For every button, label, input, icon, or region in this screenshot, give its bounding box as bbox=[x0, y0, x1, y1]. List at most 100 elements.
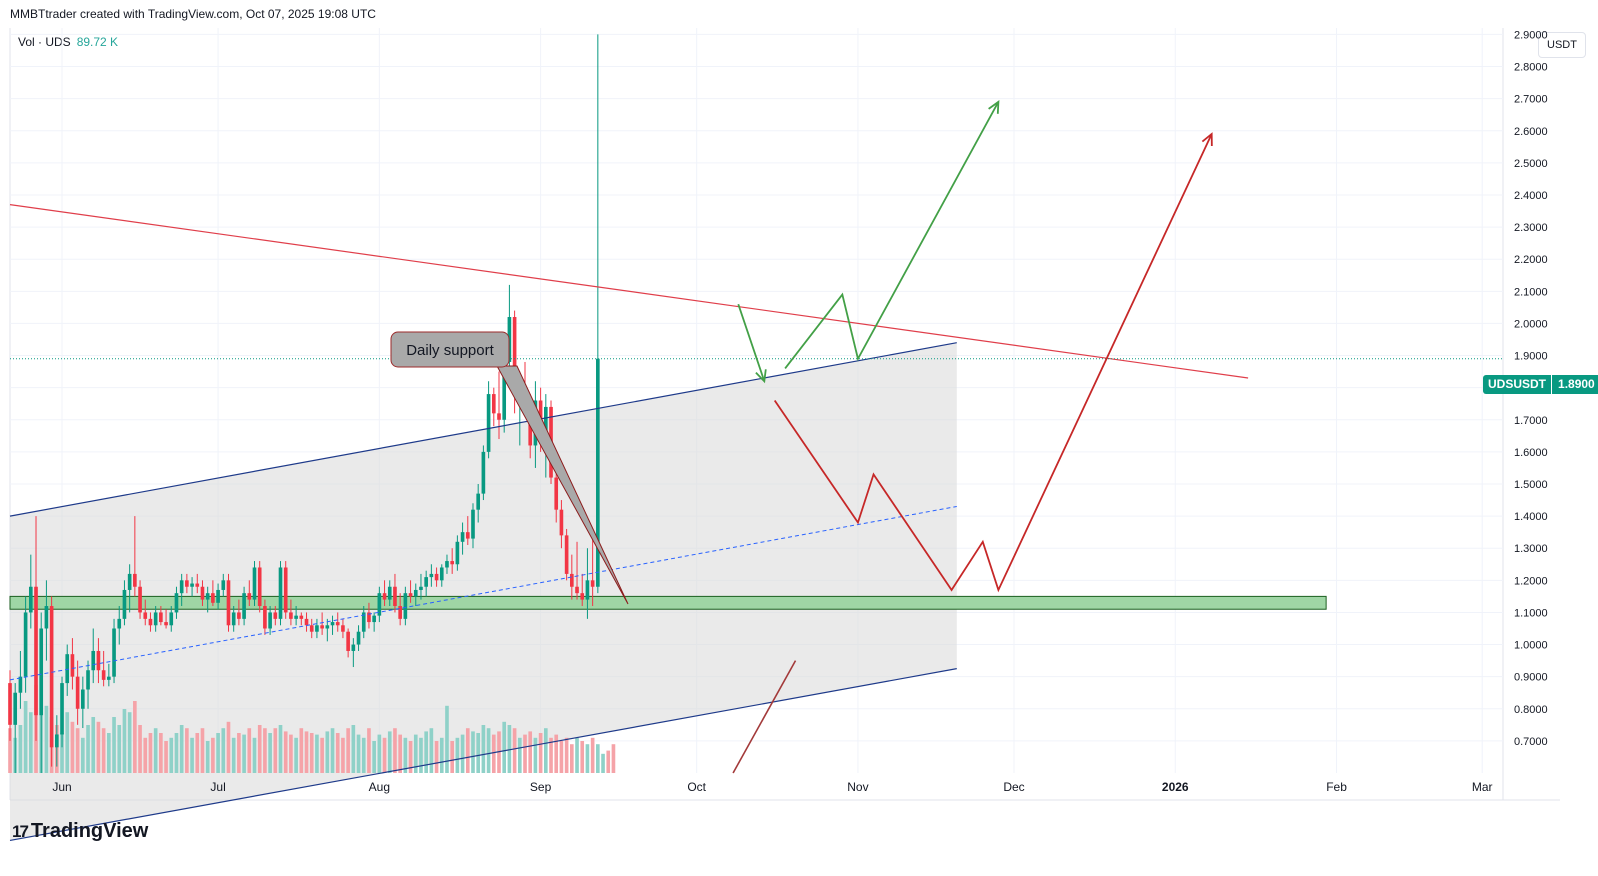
green-arrow-down bbox=[737, 303, 766, 382]
candle-body bbox=[393, 586, 397, 607]
time-tick-label: Sep bbox=[530, 780, 552, 794]
volume-bar bbox=[23, 701, 28, 773]
volume-bar bbox=[564, 737, 569, 773]
candle-body bbox=[429, 573, 434, 578]
channel-lower-line bbox=[9, 668, 957, 842]
price-axis[interactable]: 0.7000 0.8000 0.9000 1.0000 1.1000 1.2000 1.30… bbox=[1514, 29, 1548, 747]
candle-body bbox=[60, 683, 64, 735]
volume-bar bbox=[549, 737, 553, 773]
candle-body bbox=[247, 593, 252, 600]
candle-body bbox=[413, 589, 418, 597]
volume-bar bbox=[559, 741, 564, 773]
candle-body bbox=[153, 612, 158, 626]
candle-body bbox=[543, 406, 548, 440]
volume-bar bbox=[606, 750, 611, 773]
price-tick-label: 2.5000 bbox=[1514, 158, 1548, 170]
volume-bar bbox=[44, 705, 49, 773]
time-tick-label: Feb bbox=[1326, 780, 1347, 794]
candle-body bbox=[554, 477, 559, 510]
volume-bar bbox=[117, 725, 122, 773]
candle-body bbox=[107, 676, 111, 680]
candle-body bbox=[455, 541, 460, 565]
daily-support-note[interactable]: Daily support bbox=[390, 331, 629, 605]
volume-bar bbox=[8, 728, 12, 773]
price-tick-label: 1.9000 bbox=[1514, 351, 1548, 363]
time-axis[interactable]: Jun Jul Aug Sep Oct Nov Dec 2026 Feb Mar bbox=[52, 780, 1492, 794]
candle-body bbox=[34, 586, 38, 716]
candle-body bbox=[596, 358, 600, 587]
volume-bar bbox=[481, 725, 486, 773]
price-tick-label: 1.4000 bbox=[1514, 511, 1548, 523]
time-tick-label: Nov bbox=[847, 780, 868, 794]
volume-bar bbox=[424, 731, 428, 773]
candle-body bbox=[242, 593, 246, 619]
time-tick-label: Jun bbox=[52, 780, 71, 794]
volume-bar bbox=[507, 725, 512, 773]
volume-bar bbox=[195, 733, 200, 773]
volume-bar bbox=[502, 721, 507, 773]
volume-bar bbox=[476, 733, 481, 773]
price-tick-label: 2.1000 bbox=[1514, 286, 1548, 298]
volume-bar bbox=[533, 737, 538, 773]
candle-body bbox=[169, 612, 174, 626]
candle-body bbox=[367, 612, 371, 623]
volume-bar bbox=[517, 737, 522, 773]
volume-bar bbox=[471, 731, 475, 773]
price-tick-label: 0.9000 bbox=[1514, 672, 1548, 684]
volume-bar bbox=[133, 701, 137, 773]
time-tick-label: Mar bbox=[1472, 780, 1493, 794]
candle-body bbox=[8, 683, 12, 725]
candle-body bbox=[309, 625, 314, 632]
candle-body bbox=[96, 650, 101, 671]
candle-body bbox=[465, 532, 470, 539]
candle-body bbox=[289, 612, 293, 619]
volume-bar bbox=[403, 737, 408, 773]
candle-body bbox=[122, 589, 127, 619]
volume-bar bbox=[356, 734, 361, 773]
volume-legend[interactable]: Vol · UDS 89.72 K bbox=[18, 35, 118, 49]
time-tick-label: Dec bbox=[1003, 780, 1024, 794]
volume-bar bbox=[445, 705, 449, 773]
volume-bar bbox=[185, 728, 189, 773]
volume-bar bbox=[335, 733, 340, 773]
candle-body bbox=[450, 561, 454, 565]
candle-body bbox=[252, 567, 257, 600]
candle-body bbox=[117, 618, 122, 629]
volume-bar bbox=[143, 737, 148, 773]
tradingview-logo[interactable]: 17 TradingView bbox=[12, 820, 148, 843]
candle-body bbox=[200, 586, 205, 600]
volume-bar bbox=[91, 717, 96, 773]
price-tag-symbol: UDSUSDT bbox=[1483, 375, 1552, 394]
volume-bar bbox=[543, 728, 548, 773]
candle-body bbox=[237, 612, 241, 619]
volume-bar bbox=[455, 737, 460, 773]
currency-button[interactable]: USDT bbox=[1538, 32, 1586, 58]
candle-body bbox=[174, 593, 179, 613]
candle-body bbox=[481, 451, 486, 494]
channel-upper-line bbox=[9, 342, 957, 517]
volume-bar bbox=[205, 741, 210, 773]
candle-body bbox=[341, 625, 345, 632]
candle-body bbox=[304, 618, 309, 626]
volume-bar bbox=[138, 725, 142, 773]
candle-body bbox=[101, 670, 106, 680]
price-tick-label: 2.3000 bbox=[1514, 222, 1548, 234]
volume-bars bbox=[8, 677, 616, 773]
volume-bar bbox=[377, 734, 382, 773]
candle-body bbox=[361, 612, 366, 632]
candle-body bbox=[221, 580, 226, 590]
candle-body bbox=[408, 593, 413, 597]
volume-bar bbox=[413, 734, 418, 773]
volume-bar bbox=[491, 734, 496, 773]
volume-bar bbox=[382, 737, 387, 773]
volume-bar bbox=[341, 737, 345, 773]
lower-pointer-line bbox=[732, 660, 797, 774]
volume-bar bbox=[65, 712, 70, 773]
price-tick-label: 2.4000 bbox=[1514, 190, 1548, 202]
candle-body bbox=[320, 625, 324, 629]
volume-bar bbox=[60, 733, 64, 773]
candle-body bbox=[398, 606, 402, 619]
volume-bar bbox=[231, 737, 236, 773]
candle-body bbox=[23, 612, 28, 677]
